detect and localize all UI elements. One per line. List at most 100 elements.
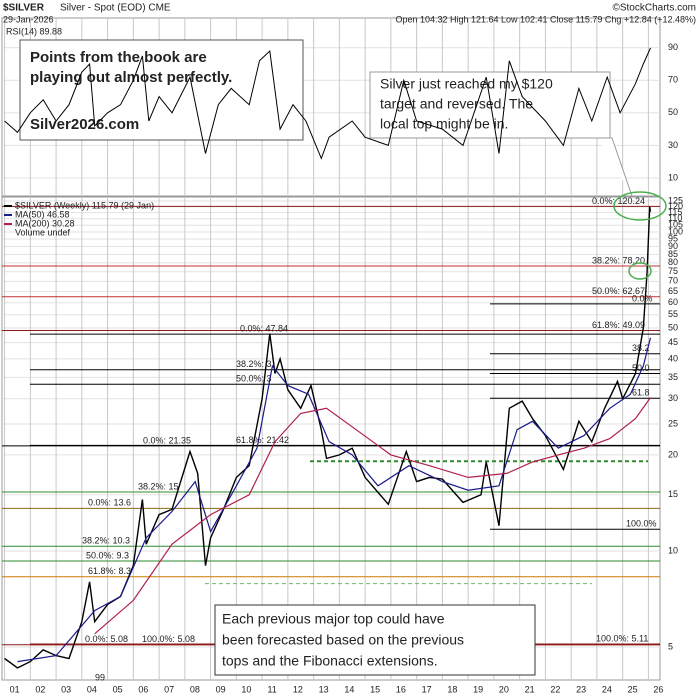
y-tick-label: 90 xyxy=(668,42,678,52)
x-tick-label: 22 xyxy=(550,684,560,694)
y-tick-label: 30 xyxy=(668,140,678,150)
symbol: $SILVER xyxy=(3,3,45,14)
x-tick-label: 12 xyxy=(293,684,303,694)
y-tick-label: 20 xyxy=(668,449,678,459)
book-note: Points from the book are xyxy=(30,49,207,66)
fib-label: 0.0% xyxy=(632,293,653,303)
fib-label: 0.0%: 5.08 xyxy=(85,634,128,644)
forecast-note: Each previous major top could have xyxy=(222,611,445,627)
y-tick-label: 45 xyxy=(668,337,678,347)
moving-average xyxy=(17,337,652,663)
x-tick-label: 18 xyxy=(447,684,457,694)
fib-label: 50.0%: 62.67 xyxy=(592,286,645,296)
y-tick-label: 40 xyxy=(668,353,678,363)
y-tick-label: 125 xyxy=(668,195,683,205)
target-note: local top might be in. xyxy=(380,116,508,132)
y-tick-label: 55 xyxy=(668,309,678,319)
fib-label: 50.0%: 3 xyxy=(236,374,272,384)
x-tick-label: 15 xyxy=(370,684,380,694)
date: 29-Jan-2026 xyxy=(3,14,54,24)
y-tick-label: 50 xyxy=(668,322,678,332)
plot: 1030507090510152025303540455055606570758… xyxy=(2,42,683,694)
y-tick-label: 115 xyxy=(668,207,682,217)
quote: Open 104.32 High 121.64 Low 102.41 Close… xyxy=(395,14,696,24)
low-label: 99 xyxy=(95,672,105,682)
fib-label: 61.8%: 49.09 xyxy=(592,320,645,330)
forecast-note: been forecasted based on the previous xyxy=(222,632,464,648)
fib-label: 100.0%: 5.08 xyxy=(142,634,195,644)
y-tick-label: 35 xyxy=(668,372,678,382)
forecast-note: tops and the Fibonacci extensions. xyxy=(222,653,438,669)
fib-label: 0.0%: 21.35 xyxy=(143,435,191,445)
fib-label: 50.0%: 9.3 xyxy=(86,550,129,560)
book-note: playing out almost perfectly. xyxy=(30,69,232,86)
y-tick-label: 5 xyxy=(668,641,673,651)
fib-label: 0.0%: 47.84 xyxy=(240,323,288,333)
y-tick-label: 75 xyxy=(668,266,678,276)
fib-label: 38.2 xyxy=(632,343,650,353)
y-tick-label: 30 xyxy=(668,393,678,403)
x-tick-label: 05 xyxy=(113,684,123,694)
fib-label: 38.2%: 10.3 xyxy=(82,536,130,546)
fib-label: 61.8%: 21.42 xyxy=(236,435,289,445)
target-note: target and reversed. The xyxy=(380,96,533,112)
forecast-box xyxy=(214,604,536,676)
highlight xyxy=(628,262,652,280)
moving-average xyxy=(94,397,651,635)
fib-label: 0.0%: 120.24 xyxy=(592,196,645,206)
y-tick-label: 95 xyxy=(668,233,678,243)
x-tick-label: 25 xyxy=(628,684,638,694)
y-tick-label: 50 xyxy=(668,107,678,117)
x-tick-label: 06 xyxy=(138,684,148,694)
y-tick-label: 80 xyxy=(668,257,678,267)
y-tick-label: 25 xyxy=(668,418,678,428)
x-tick-label: 08 xyxy=(190,684,200,694)
price-panel xyxy=(1,196,661,681)
x-tick-label: 20 xyxy=(499,684,509,694)
fib-label: 38.2%: 15 xyxy=(138,481,179,491)
x-tick-label: 17 xyxy=(422,684,432,694)
y-tick-label: 105 xyxy=(668,220,683,230)
x-tick-label: 03 xyxy=(61,684,71,694)
y-tick-label: 120 xyxy=(668,201,683,211)
x-tick-label: 14 xyxy=(344,684,354,694)
y-tick-label: 65 xyxy=(668,286,678,296)
x-tick-label: 11 xyxy=(267,684,276,694)
legend-label: $SILVER (Weekly) 115.79 (29 Jan) xyxy=(15,200,154,210)
y-tick-label: 15 xyxy=(668,489,678,499)
fib-label: 100.0%: 5.11 xyxy=(596,633,648,643)
y-tick-label: 90 xyxy=(668,241,678,251)
rsi-line xyxy=(4,47,651,160)
y-tick-label: 70 xyxy=(668,75,678,85)
y-tick-label: 70 xyxy=(668,276,678,286)
x-tick-label: 01 xyxy=(10,684,20,694)
legend-label: MA(200) 30.28 xyxy=(15,218,75,228)
credit: ©StockCharts.com xyxy=(612,3,696,14)
callout-tail xyxy=(598,137,633,197)
y-tick-label: 110 xyxy=(668,213,682,223)
rsi-title: RSI(14) 89.88 xyxy=(6,26,62,36)
x-tick-label: 13 xyxy=(319,684,329,694)
x-tick-label: 02 xyxy=(35,684,45,694)
y-tick-label: 60 xyxy=(668,297,678,307)
fib-label: 50.0 xyxy=(632,363,650,373)
x-tick-label: 24 xyxy=(602,684,612,694)
x-tick-label: 10 xyxy=(241,684,251,694)
fib-label: 61.8%: 8.3 xyxy=(88,566,131,576)
x-tick-label: 21 xyxy=(525,684,535,694)
fib-label: 0.0%: 13.6 xyxy=(88,498,131,508)
site: Silver2026.com xyxy=(30,116,139,133)
x-tick-label: 04 xyxy=(87,684,97,694)
x-tick-label: 16 xyxy=(396,684,406,694)
x-tick-label: 26 xyxy=(653,684,663,694)
legend-label: Volume undef xyxy=(15,227,71,237)
legend-label: MA(50) 46.58 xyxy=(15,209,70,219)
x-tick-label: 07 xyxy=(164,684,174,694)
fib-label: 100.0% xyxy=(626,519,657,529)
fib-label: 38.2%: 78.20 xyxy=(592,255,645,265)
description: Silver - Spot (EOD) CME xyxy=(60,3,171,14)
x-tick-label: 19 xyxy=(473,684,483,694)
fib-label: 61.8 xyxy=(632,388,650,398)
y-tick-label: 10 xyxy=(668,545,678,555)
